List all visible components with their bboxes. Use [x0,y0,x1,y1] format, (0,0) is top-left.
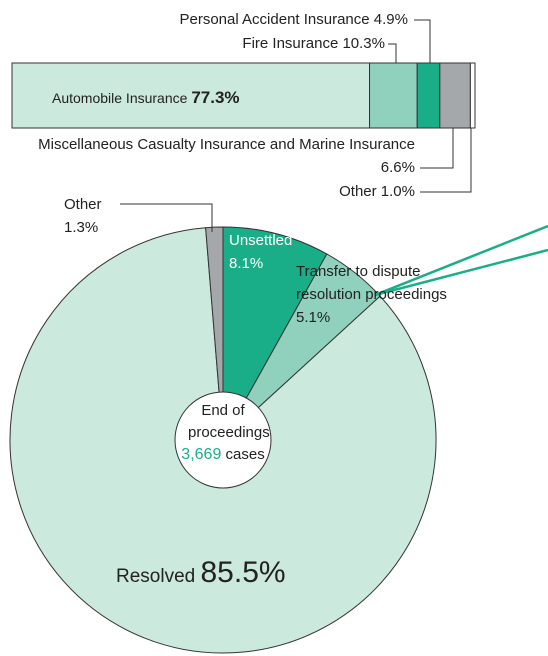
leader-lines [120,19,472,232]
label: Fire Insurance 10.3% [242,35,385,52]
callout-lines [374,224,548,297]
bar-segment [439,62,471,129]
pie-slice [205,226,224,441]
bar-segment [11,62,371,129]
label: Unsettled 8.1% [229,232,293,272]
pie [9,226,437,654]
label: Other 1.0% [339,183,415,200]
bar-segment [369,62,418,129]
label: Personal Accident Insurance 4.9% [179,11,409,28]
pie-slice [222,226,328,442]
center-hole [174,391,272,489]
center-label: End of proceedings 3,669 cases [181,402,270,463]
bar-segment [416,62,441,129]
bar-segment [469,62,476,129]
label: Resolved 85.5% [116,556,286,589]
label: Automobile Insurance 77.3% [52,88,240,107]
label: Other 1.3% [64,196,102,236]
label: Transfer to dispute resolution proceedin… [296,263,447,326]
stacked-bar [11,62,476,129]
label: Miscellaneous Casualty Insurance and Mar… [38,136,415,176]
